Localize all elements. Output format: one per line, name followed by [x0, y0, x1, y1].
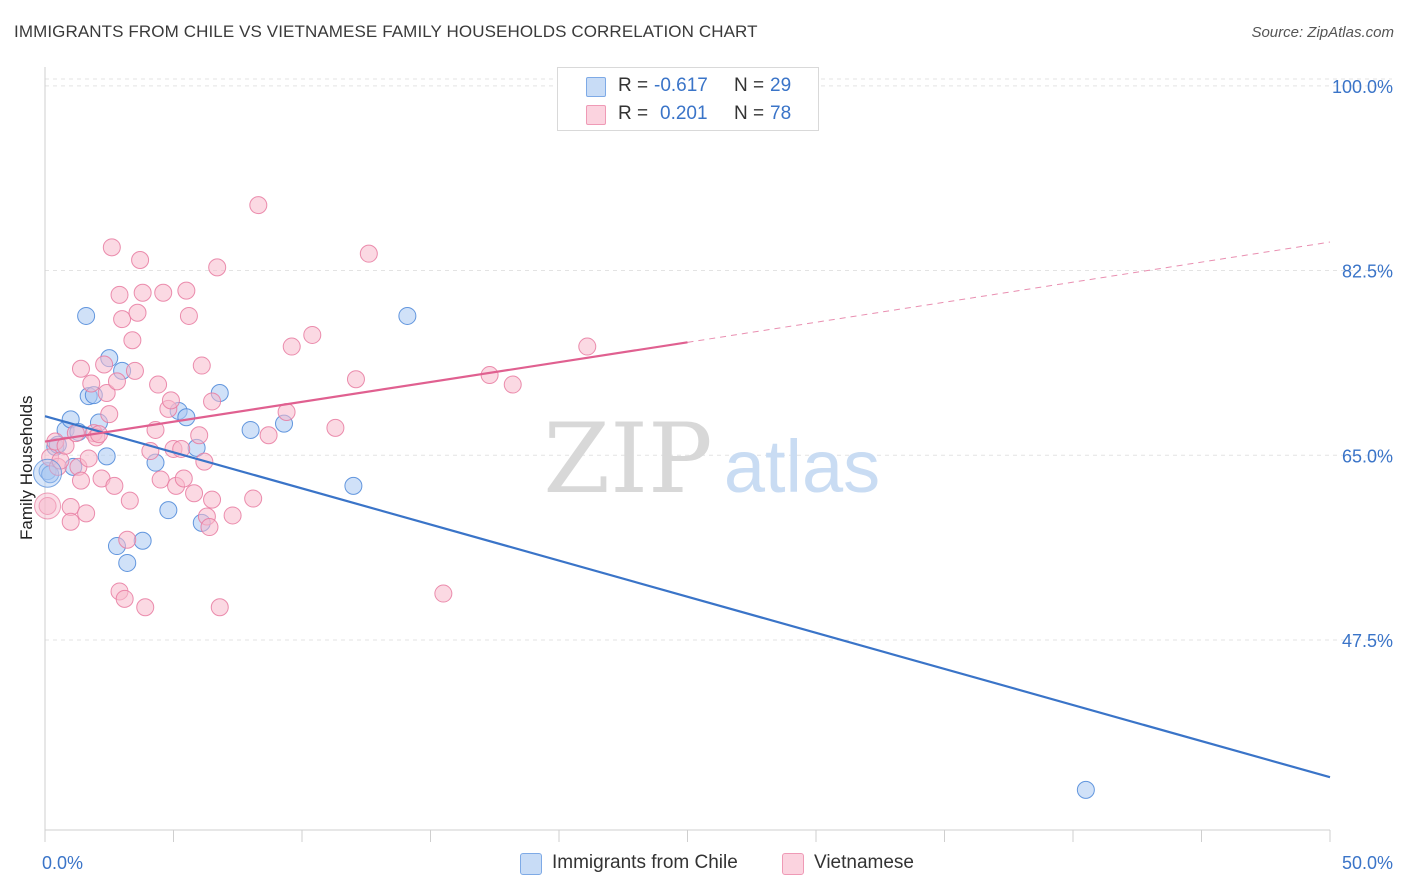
point-vietnamese [79, 449, 98, 468]
chart-title: IMMIGRANTS FROM CHILE VS VIETNAMESE FAMI… [14, 22, 758, 41]
point-vietnamese [174, 469, 193, 488]
watermark-atlas: atlas [724, 425, 880, 508]
tick-labels: 47.5% 65.0% 82.5% 100.0% 0.0% 50.0% [42, 77, 1393, 873]
legend-n-value: 78 [770, 103, 792, 124]
point-vietnamese [113, 310, 132, 329]
point-vietnamese [203, 392, 222, 411]
point-chile [159, 501, 178, 520]
y-tick-label: 47.5% [1342, 631, 1393, 651]
point-vietnamese [192, 356, 211, 375]
point-vietnamese [61, 512, 80, 531]
point-vietnamese [434, 584, 453, 603]
point-vietnamese [110, 285, 129, 304]
point-vietnamese [34, 492, 62, 520]
point-chile [33, 458, 63, 488]
point-vietnamese [203, 490, 222, 509]
point-vietnamese [97, 384, 116, 402]
point-chile [398, 306, 417, 325]
legend-r-label: R = [618, 75, 649, 96]
point-vietnamese [118, 530, 137, 549]
correlation-legend: R = -0.617 N = 29 R = 0.201 N = 78 [557, 67, 819, 131]
legend-swatch-vietnamese [586, 105, 606, 125]
watermark: ZIP atlas [543, 403, 880, 515]
point-vietnamese [136, 598, 155, 617]
point-vietnamese [128, 303, 147, 322]
legend-n-label: N = [734, 103, 765, 124]
point-vietnamese [208, 258, 227, 277]
point-vietnamese [259, 426, 278, 445]
point-vietnamese [346, 370, 365, 389]
legend-n-label: N = [734, 75, 765, 96]
point-chile [118, 553, 137, 572]
point-chile [77, 306, 96, 325]
point-vietnamese [151, 470, 170, 489]
trend-line-vietnamese [44, 341, 688, 443]
point-vietnamese [303, 325, 322, 344]
point-vietnamese [210, 598, 229, 617]
bottom-legend-swatch-vietnamese [782, 853, 804, 875]
point-chile [1076, 780, 1095, 799]
y-tick-label: 65.0% [1342, 446, 1393, 466]
trend-lines [44, 241, 1331, 779]
point-vietnamese [244, 489, 263, 508]
point-vietnamese [71, 359, 90, 378]
legend-r-label: R = [618, 103, 649, 124]
trend-line-chile [44, 415, 1331, 779]
legend-swatch-chile [586, 77, 606, 97]
point-vietnamese [77, 504, 96, 523]
watermark-zip: ZIP [543, 403, 712, 515]
grid-lines [45, 78, 1392, 641]
axes [44, 67, 1331, 842]
point-vietnamese [71, 471, 90, 490]
point-vietnamese [102, 238, 121, 257]
legend-n-value: 29 [770, 75, 792, 96]
point-vietnamese [578, 337, 597, 356]
y-tick-label: 100.0% [1332, 77, 1393, 97]
point-vietnamese [200, 518, 219, 537]
point-vietnamese [125, 361, 144, 380]
point-vietnamese [326, 418, 345, 437]
point-vietnamese [154, 283, 173, 302]
point-vietnamese [123, 331, 142, 350]
point-vietnamese [95, 355, 114, 374]
legend-r-value: -0.617 [654, 75, 708, 96]
point-chile [97, 447, 116, 466]
point-vietnamese [105, 476, 124, 495]
source-credit: Source: ZipAtlas.com [1251, 24, 1394, 41]
point-vietnamese [282, 337, 301, 356]
point-vietnamese [480, 366, 499, 385]
point-chile [133, 531, 152, 550]
bottom-legend-swatch-chile [520, 853, 542, 875]
point-chile [344, 476, 363, 495]
point-vietnamese [133, 283, 152, 302]
point-vietnamese [115, 589, 134, 608]
point-vietnamese [249, 196, 268, 215]
bottom-legend-label-chile: Immigrants from Chile [552, 852, 738, 873]
point-vietnamese [223, 506, 242, 525]
point-chile [177, 408, 196, 427]
point-vietnamese [107, 372, 126, 391]
point-vietnamese [82, 374, 101, 393]
legend-r-value: 0.201 [660, 103, 708, 124]
point-chile [241, 420, 260, 439]
point-vietnamese [100, 405, 119, 424]
x-tick-label: 0.0% [42, 853, 83, 873]
point-vietnamese [185, 484, 204, 503]
y-axis-label: Family Households [17, 395, 36, 540]
point-vietnamese [161, 391, 180, 410]
point-vietnamese [149, 375, 168, 394]
point-vietnamese [359, 244, 378, 263]
point-vietnamese [190, 426, 209, 445]
point-vietnamese [131, 251, 150, 269]
y-tick-label: 82.5% [1342, 262, 1393, 282]
trend-line-vietnamese-extension [687, 241, 1331, 343]
point-vietnamese [120, 491, 139, 510]
point-vietnamese [38, 496, 57, 515]
point-vietnamese [179, 306, 198, 325]
point-vietnamese [503, 375, 522, 394]
bottom-legend-label-vietnamese: Vietnamese [814, 852, 914, 873]
x-tick-label: 50.0% [1342, 853, 1393, 873]
point-vietnamese [177, 281, 196, 300]
